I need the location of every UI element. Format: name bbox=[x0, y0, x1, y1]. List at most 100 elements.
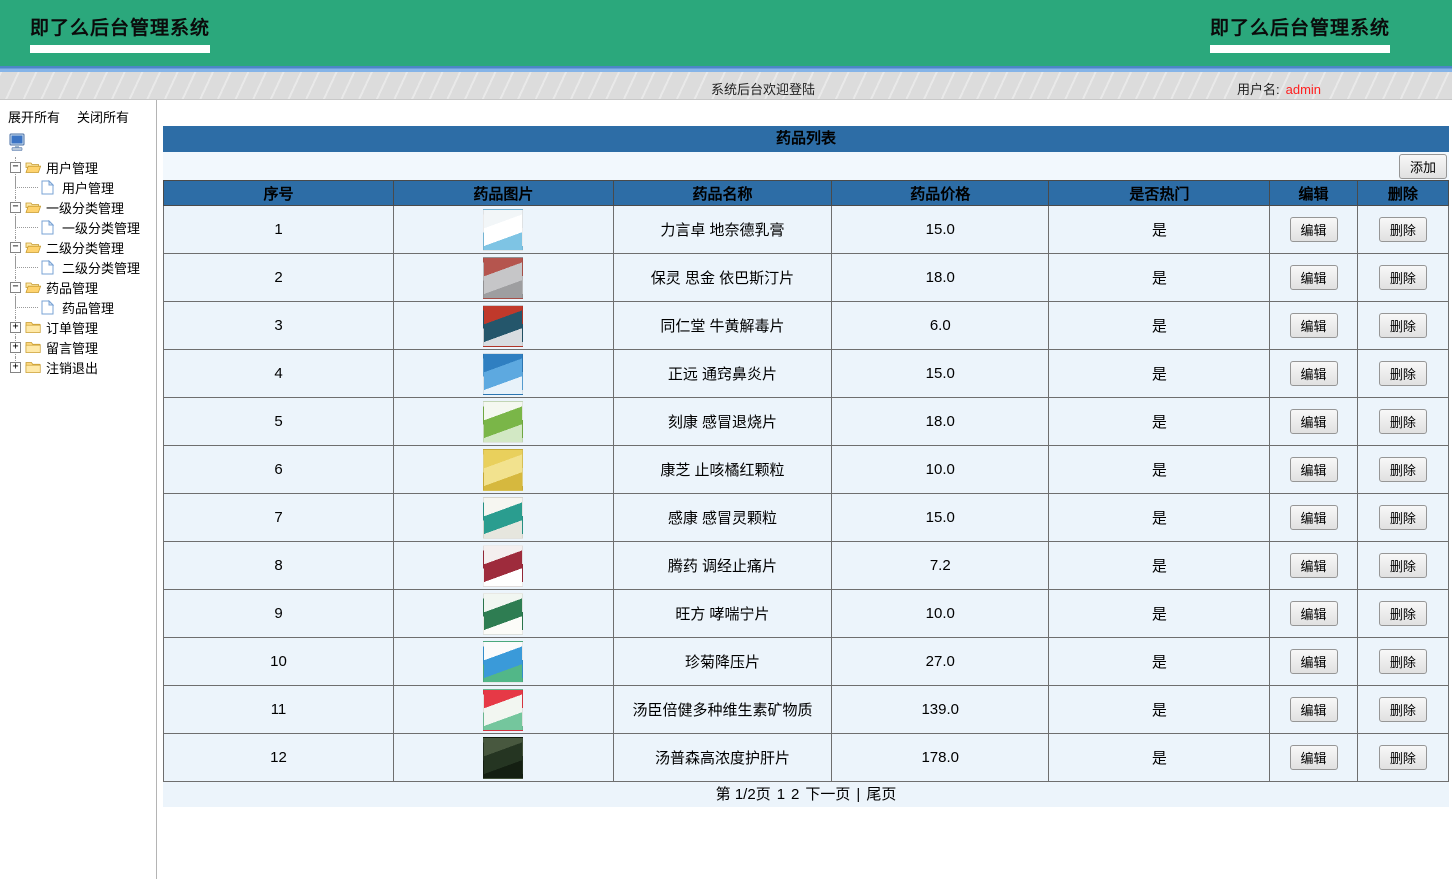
folder-icon bbox=[25, 160, 41, 174]
expand-all-link[interactable]: 展开所有 bbox=[8, 110, 61, 125]
pagination: 第 1/2页 1 2 下一页 | 尾页 bbox=[163, 782, 1449, 807]
cell-hot: 是 bbox=[1048, 349, 1271, 398]
tree-node[interactable]: + 留言管理 bbox=[8, 337, 156, 357]
cell-price: 139.0 bbox=[831, 685, 1050, 734]
edit-button[interactable]: 编辑 bbox=[1289, 361, 1338, 386]
tree-expander-icon[interactable]: − bbox=[10, 161, 21, 173]
edit-button[interactable]: 编辑 bbox=[1289, 553, 1338, 578]
app-title-block-left: 即了么后台管理系统 bbox=[30, 13, 211, 53]
cell-hot: 是 bbox=[1048, 493, 1271, 542]
delete-button[interactable]: 删除 bbox=[1378, 313, 1427, 338]
drug-table: 序号 药品图片 药品名称 药品价格 是否热门 编辑 删除 1 力言卓 地奈德乳膏… bbox=[163, 180, 1450, 782]
collapse-all-link[interactable]: 关闭所有 bbox=[77, 110, 130, 125]
pagination-link[interactable]: 下一页 bbox=[805, 786, 851, 803]
edit-button[interactable]: 编辑 bbox=[1289, 265, 1338, 290]
delete-button[interactable]: 删除 bbox=[1378, 217, 1427, 242]
cell-image bbox=[393, 733, 614, 782]
tree-node[interactable]: + 注销退出 bbox=[8, 357, 156, 377]
cell-no: 3 bbox=[163, 301, 394, 350]
file-icon bbox=[41, 179, 54, 195]
file-icon bbox=[41, 299, 54, 315]
edit-button[interactable]: 编辑 bbox=[1289, 409, 1338, 434]
tree-leaf[interactable]: 一级分类管理 bbox=[8, 217, 156, 237]
tree-expander-icon[interactable]: − bbox=[10, 201, 21, 213]
cell-price: 27.0 bbox=[831, 637, 1050, 686]
tree-node[interactable]: + 订单管理 bbox=[8, 317, 156, 337]
tree-leaf[interactable]: 用户管理 bbox=[8, 177, 156, 197]
add-button[interactable]: 添加 bbox=[1398, 153, 1447, 179]
tree-node-label[interactable]: 注销退出 bbox=[46, 360, 99, 376]
file-icon bbox=[41, 219, 54, 235]
cell-hot: 是 bbox=[1048, 445, 1271, 494]
tree-leaf-label[interactable]: 用户管理 bbox=[62, 180, 115, 196]
tree-expander-icon[interactable]: + bbox=[10, 361, 21, 373]
edit-button[interactable]: 编辑 bbox=[1289, 505, 1338, 530]
delete-button[interactable]: 删除 bbox=[1378, 361, 1427, 386]
delete-button[interactable]: 删除 bbox=[1378, 649, 1427, 674]
delete-button[interactable]: 删除 bbox=[1378, 601, 1427, 626]
cell-name: 正远 通窍鼻炎片 bbox=[612, 349, 833, 398]
delete-button[interactable]: 删除 bbox=[1378, 409, 1427, 434]
folder-icon bbox=[25, 340, 41, 354]
tree-leaf-label[interactable]: 二级分类管理 bbox=[62, 260, 141, 276]
tree-node[interactable]: − 用户管理 bbox=[8, 157, 156, 177]
tree-leaf[interactable]: 二级分类管理 bbox=[8, 257, 156, 277]
cell-no: 12 bbox=[163, 733, 394, 782]
cell-image bbox=[393, 205, 614, 254]
cell-hot: 是 bbox=[1048, 253, 1271, 302]
folder-icon bbox=[25, 200, 41, 214]
delete-button[interactable]: 删除 bbox=[1378, 697, 1427, 722]
cell-price: 10.0 bbox=[831, 589, 1050, 638]
tree-node-label[interactable]: 订单管理 bbox=[46, 320, 99, 336]
tree-expander-icon[interactable]: − bbox=[10, 281, 21, 293]
tree-node-label[interactable]: 留言管理 bbox=[46, 340, 99, 356]
tree-leaf[interactable]: 药品管理 bbox=[8, 297, 156, 317]
computer-icon[interactable] bbox=[8, 133, 28, 155]
edit-button[interactable]: 编辑 bbox=[1289, 457, 1338, 482]
tree-expander-icon[interactable]: + bbox=[10, 321, 21, 333]
cell-price: 18.0 bbox=[831, 253, 1050, 302]
tree-node-label[interactable]: 药品管理 bbox=[46, 280, 99, 296]
table-row: 7 感康 感冒灵颗粒 15.0 是 编辑 删除 bbox=[163, 493, 1450, 542]
edit-button[interactable]: 编辑 bbox=[1289, 697, 1338, 722]
cell-price: 7.2 bbox=[831, 541, 1050, 590]
tree-leaf-label[interactable]: 一级分类管理 bbox=[62, 220, 141, 236]
delete-button[interactable]: 删除 bbox=[1378, 505, 1427, 530]
tree-node[interactable]: − 二级分类管理 bbox=[8, 237, 156, 257]
tree-expander-icon[interactable]: + bbox=[10, 341, 21, 353]
drug-image bbox=[483, 304, 524, 347]
cell-image bbox=[393, 397, 614, 446]
pagination-link[interactable]: 尾页 bbox=[866, 786, 897, 803]
tree-node[interactable]: − 一级分类管理 bbox=[8, 197, 156, 217]
cell-image bbox=[393, 493, 614, 542]
table-header-row: 序号 药品图片 药品名称 药品价格 是否热门 编辑 删除 bbox=[163, 180, 1450, 206]
tree-node-label[interactable]: 二级分类管理 bbox=[46, 240, 125, 256]
delete-button[interactable]: 删除 bbox=[1378, 745, 1427, 770]
edit-button[interactable]: 编辑 bbox=[1289, 313, 1338, 338]
cell-no: 8 bbox=[163, 541, 394, 590]
cell-name: 汤普森高浓度护肝片 bbox=[612, 733, 833, 782]
tree-node-label[interactable]: 一级分类管理 bbox=[46, 200, 125, 216]
edit-button[interactable]: 编辑 bbox=[1289, 745, 1338, 770]
cell-no: 6 bbox=[163, 445, 394, 494]
pagination-link[interactable]: 2 bbox=[791, 786, 800, 803]
col-header-hot: 是否热门 bbox=[1048, 180, 1271, 206]
tree-node-label[interactable]: 用户管理 bbox=[46, 160, 99, 176]
tree-expander-icon[interactable]: − bbox=[10, 241, 21, 253]
col-header-delete: 删除 bbox=[1356, 180, 1450, 206]
welcome-bar: 系统后台欢迎登陆 用户名: admin bbox=[0, 72, 1452, 100]
username-value[interactable]: admin bbox=[1285, 82, 1322, 97]
file-icon bbox=[41, 259, 54, 275]
edit-button[interactable]: 编辑 bbox=[1289, 217, 1338, 242]
tree-leaf-label[interactable]: 药品管理 bbox=[62, 300, 115, 316]
edit-button[interactable]: 编辑 bbox=[1289, 601, 1338, 626]
pagination-link[interactable]: 1 bbox=[776, 786, 786, 803]
tree-node[interactable]: − 药品管理 bbox=[8, 277, 156, 297]
edit-button[interactable]: 编辑 bbox=[1289, 649, 1338, 674]
folder-icon bbox=[25, 280, 41, 294]
delete-button[interactable]: 删除 bbox=[1378, 457, 1427, 482]
delete-button[interactable]: 删除 bbox=[1378, 553, 1427, 578]
cell-image bbox=[393, 445, 614, 494]
delete-button[interactable]: 删除 bbox=[1378, 265, 1427, 290]
folder-icon bbox=[25, 360, 41, 374]
